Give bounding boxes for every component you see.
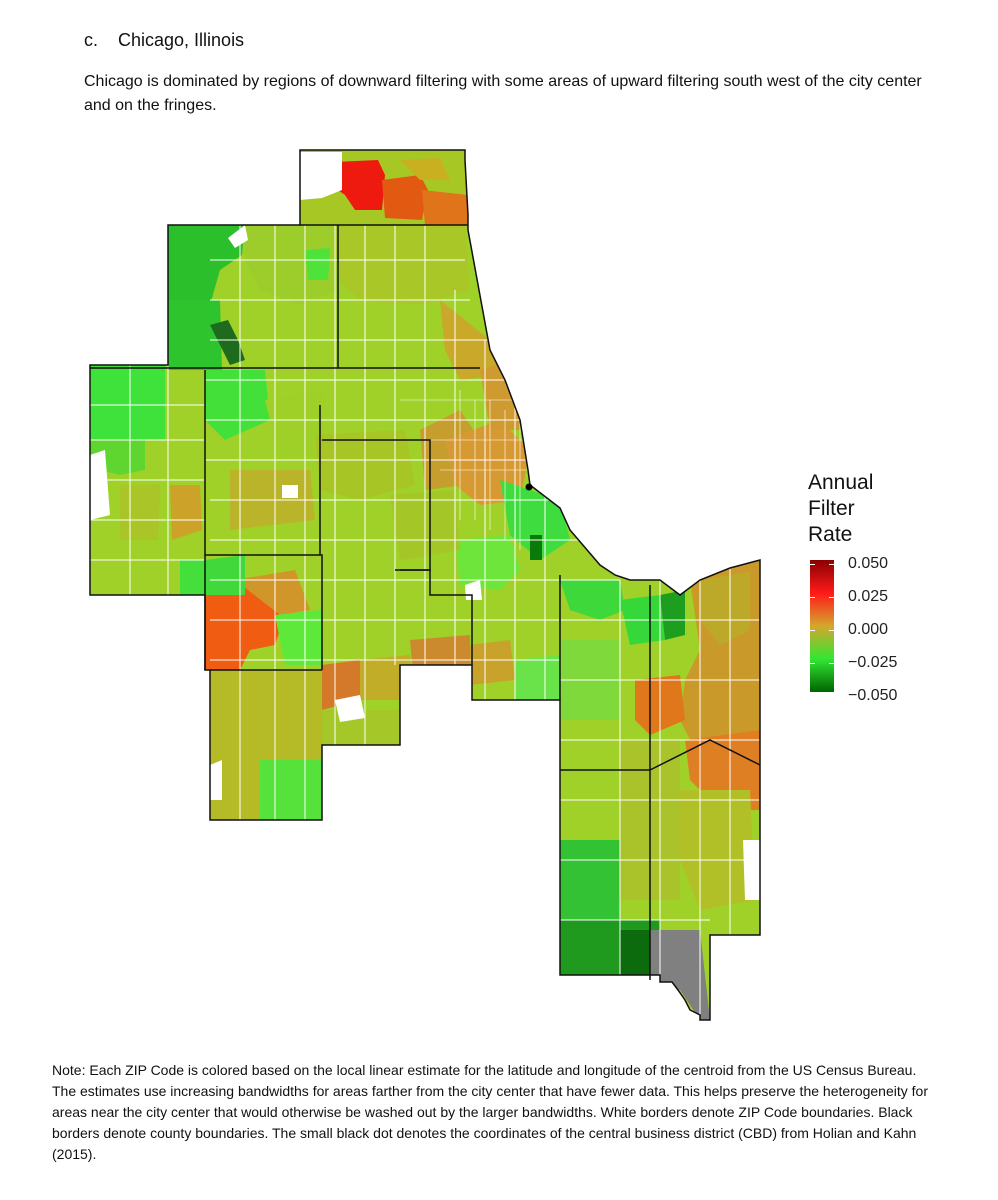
zip-boundary <box>459 390 521 550</box>
gap <box>282 485 298 498</box>
zip-area <box>382 175 428 220</box>
zip-area-dark <box>210 320 245 365</box>
legend: Annual Filter Rate 0.050 0.025 0.000 −0.… <box>808 470 948 704</box>
zip-area <box>400 158 450 180</box>
zip-area-dark <box>530 535 542 560</box>
zip-boundary <box>90 404 205 561</box>
section-heading: c. Chicago, Illinois <box>84 30 244 51</box>
zip-area <box>660 590 685 640</box>
zip-area <box>305 248 330 280</box>
zip-area <box>680 790 755 910</box>
zip-area <box>180 560 205 595</box>
legend-color-bar <box>810 560 834 692</box>
gap <box>228 225 248 248</box>
zip-area-hotspot <box>335 160 385 210</box>
gap <box>90 450 110 520</box>
gap <box>210 760 222 800</box>
no-data-area <box>650 930 710 1020</box>
zip-boundary <box>400 399 560 471</box>
choropleth-map <box>60 140 780 1040</box>
zip-area <box>245 225 338 305</box>
section-title: Chicago, Illinois <box>118 30 245 50</box>
zip-area <box>360 655 415 700</box>
zip-area <box>170 485 202 540</box>
zip-areas <box>90 150 760 1020</box>
zip-area <box>470 640 515 685</box>
zip-area-dark <box>620 930 652 982</box>
zip-area-orange <box>205 585 285 670</box>
zip-area <box>120 485 160 540</box>
zip-area <box>205 370 270 440</box>
intro-paragraph: Chicago is dominated by regions of downw… <box>84 73 922 114</box>
cbd-dot <box>525 483 533 491</box>
zip-area <box>700 572 750 645</box>
legend-tick-label: 0.025 <box>848 588 889 605</box>
zip-area <box>455 535 520 590</box>
gap <box>743 840 760 900</box>
zip-area <box>432 695 472 740</box>
zip-area <box>265 390 330 460</box>
zip-area <box>260 760 322 820</box>
zip-area <box>560 580 625 620</box>
legend-title-line: Annual <box>808 471 874 494</box>
zip-area <box>235 570 310 615</box>
zip-area <box>560 840 620 920</box>
zip-boundary <box>239 225 546 820</box>
zip-area <box>275 610 322 665</box>
county-line <box>649 739 761 771</box>
zip-area <box>205 555 245 595</box>
figure-note: Note: Each ZIP Code is colored based on … <box>52 1062 928 1162</box>
county-line <box>205 554 323 670</box>
zip-boundary <box>619 568 731 1020</box>
legend-tick-label: 0.050 <box>848 555 889 572</box>
zip-area <box>335 225 470 305</box>
legend-tick-label: −0.025 <box>848 654 898 671</box>
legend-tick-label: 0.000 <box>848 621 889 638</box>
no-data-gaps <box>90 152 760 900</box>
zip-boundary <box>129 365 169 595</box>
map-svg <box>89 149 761 1021</box>
gap <box>300 152 342 200</box>
zip-area <box>90 365 165 440</box>
legend-title-line: Filter <box>808 497 855 520</box>
zip-area <box>515 655 560 700</box>
county-line <box>395 569 473 665</box>
legend-title-line: Rate <box>808 523 853 546</box>
zip-area <box>168 300 222 370</box>
county-boundaries <box>89 149 761 1021</box>
section-letter: c. <box>84 30 99 50</box>
zip-area <box>422 190 468 225</box>
zip-area <box>168 225 245 315</box>
legend-tick-label: −0.050 <box>848 687 898 704</box>
region-outline <box>89 149 761 1021</box>
gap <box>335 695 365 722</box>
